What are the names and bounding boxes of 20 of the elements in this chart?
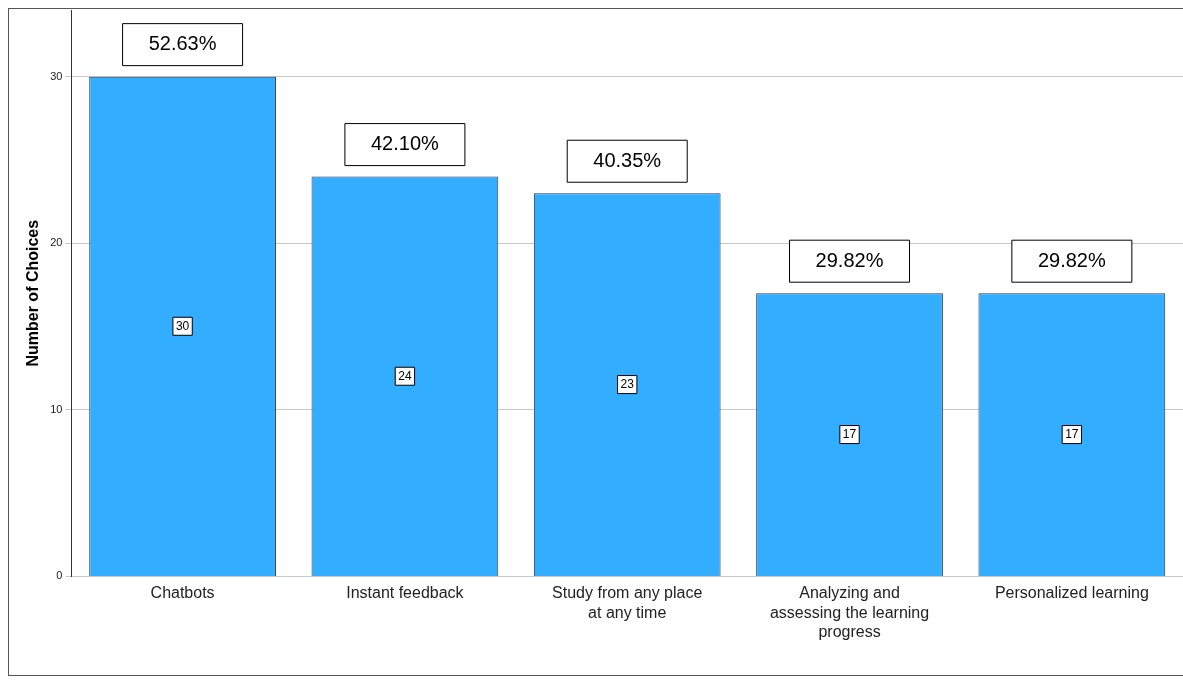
- annotation: 52.63%: [148, 32, 217, 55]
- y-tick-label: 20: [50, 236, 63, 249]
- x-tick-label: Instant feedback: [346, 584, 465, 602]
- annotation: 29.82%: [815, 248, 884, 271]
- data-label: 17: [842, 426, 857, 441]
- annotation: 29.82%: [1037, 248, 1106, 271]
- y-axis-title: Number of Choices: [24, 219, 42, 367]
- data-label: 24: [398, 368, 412, 383]
- x-tick-label: Chatbots: [150, 584, 215, 602]
- x-tick-label: Study from any place at any time: [552, 584, 703, 621]
- data-label: 30: [175, 318, 190, 333]
- x-tick-label: Personalized learning: [994, 584, 1149, 602]
- annotation: 42.10%: [370, 132, 440, 155]
- data-label: 17: [1065, 426, 1079, 441]
- y-tick-label: 0: [56, 569, 63, 582]
- x-tick-label: Analyzing and assessing the learning progress: [769, 584, 930, 640]
- y-tick-label: 30: [50, 69, 63, 82]
- y-tick-label: 10: [50, 402, 63, 415]
- annotation: 40.35%: [593, 148, 662, 171]
- data-label: 23: [620, 376, 635, 391]
